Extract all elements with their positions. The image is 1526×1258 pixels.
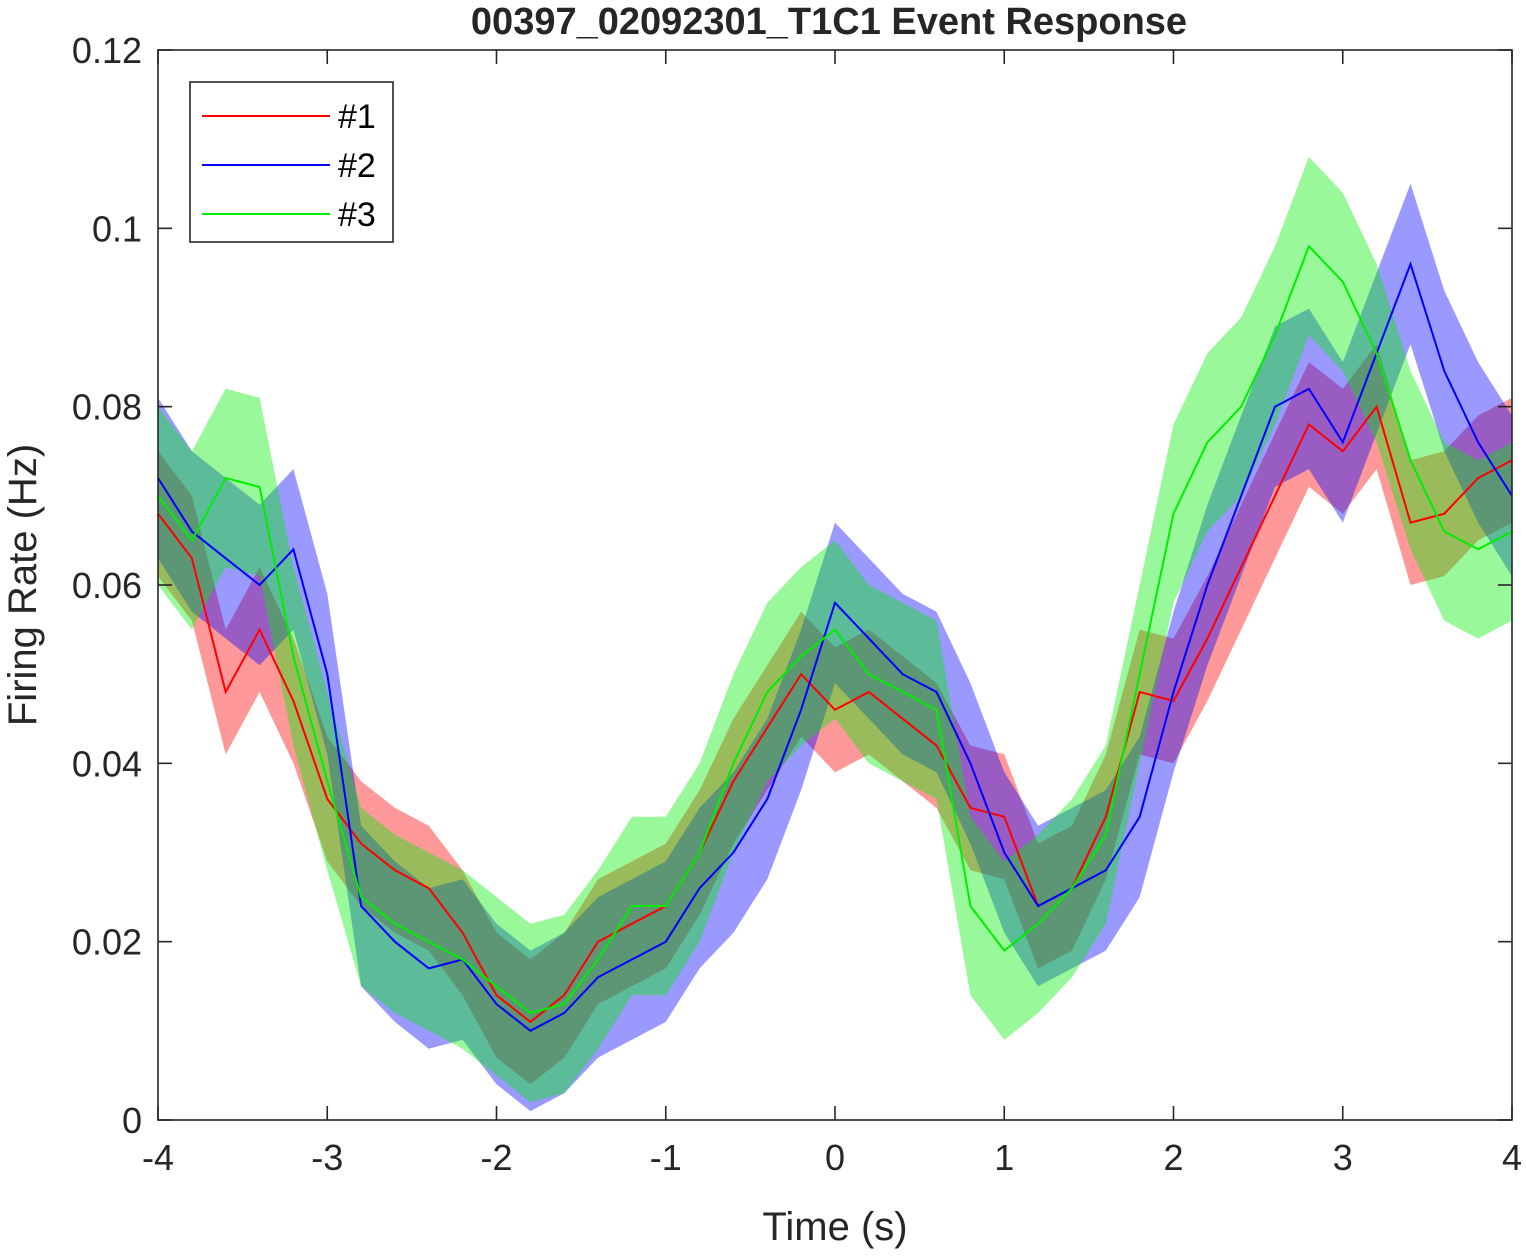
y-tick-label: 0.04 bbox=[72, 743, 142, 784]
y-axis-label: Firing Rate (Hz) bbox=[1, 444, 45, 726]
x-tick-label: 4 bbox=[1502, 1137, 1522, 1178]
x-tick-label: 0 bbox=[825, 1137, 845, 1178]
legend-label-series-3: #3 bbox=[338, 196, 376, 234]
y-tick-label: 0.02 bbox=[72, 922, 142, 963]
x-tick-label: -3 bbox=[311, 1137, 343, 1178]
legend: #1 #2 #3 bbox=[189, 81, 394, 243]
y-tick-label: 0.1 bbox=[92, 208, 142, 249]
y-tick-label: 0.08 bbox=[72, 387, 142, 428]
x-tick-label: -4 bbox=[142, 1137, 174, 1178]
error-band-series-1 bbox=[158, 344, 1512, 1085]
y-tick-label: 0.12 bbox=[72, 30, 142, 71]
x-tick-label: 2 bbox=[1163, 1137, 1183, 1178]
line-series-3 bbox=[157, 244, 1513, 1015]
x-tick-label: 1 bbox=[994, 1137, 1014, 1178]
tick-layer: -4 -3 -2 -1 0 1 2 3 4 0 0.02 0.04 0.06 0.08 0.1 0.12 bbox=[72, 30, 1522, 1178]
line-series-2 bbox=[157, 260, 1513, 1032]
legend-label-series-1: #1 bbox=[338, 98, 376, 136]
line-series-1 bbox=[157, 404, 1513, 1024]
y-tick-label: 0.06 bbox=[72, 565, 142, 606]
error-band-series-2 bbox=[158, 183, 1512, 1112]
y-tick-label: 0 bbox=[122, 1100, 142, 1141]
x-tick-label: 3 bbox=[1333, 1137, 1353, 1178]
x-tick-label: -2 bbox=[480, 1137, 512, 1178]
legend-box bbox=[189, 81, 394, 243]
x-tick-label: -1 bbox=[650, 1137, 682, 1178]
x-axis-label: Time (s) bbox=[762, 1205, 907, 1249]
legend-label-series-2: #2 bbox=[338, 147, 376, 185]
chart-title: 00397_02092301_T1C1 Event Response bbox=[471, 1, 1187, 43]
plot-layer bbox=[157, 157, 1513, 1112]
